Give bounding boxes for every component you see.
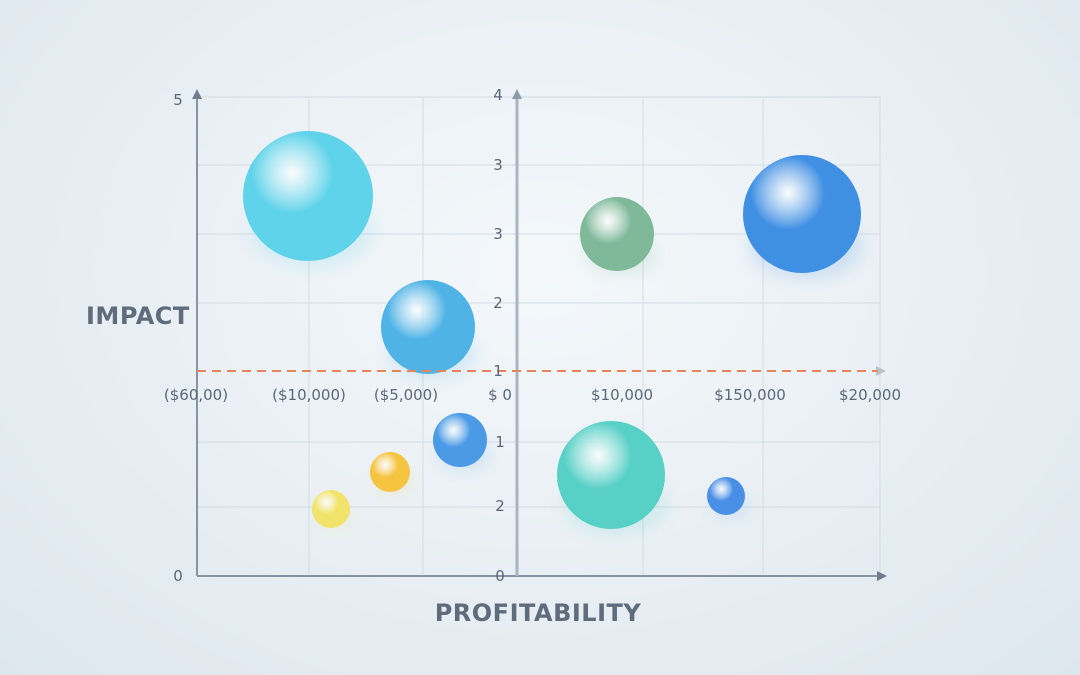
center-y-tick-label: 1 [495, 433, 505, 451]
left-y-tick-label: 5 [173, 91, 183, 109]
bubble [433, 413, 487, 467]
center-y-tick-label: 3 [493, 156, 503, 174]
left-y-tick-label: 0 [173, 567, 183, 585]
center-y-tick-label: 1 [493, 362, 503, 380]
x-tick-label: $10,000 [591, 386, 653, 404]
x-tick-label: ($5,000) [374, 386, 438, 404]
bubble [743, 155, 861, 273]
center-y-tick-label: 2 [495, 497, 505, 515]
center-y-axis-arrow-icon [512, 89, 522, 99]
x-tick-label: $150,000 [714, 386, 786, 404]
bubbles [243, 131, 863, 535]
center-y-tick-label: 3 [493, 225, 503, 243]
x-tick-label: ($60,00) [164, 386, 228, 404]
center-y-tick-label: 0 [495, 567, 505, 585]
left-y-axis-arrow-icon [192, 89, 202, 99]
x-axis-arrow-icon [877, 571, 887, 581]
axes [192, 89, 887, 581]
center-y-tick-label: 4 [493, 86, 503, 104]
center-y-tick-label: 2 [493, 294, 503, 312]
bubble [243, 131, 373, 261]
reference-line-end-arrow-icon [876, 366, 886, 376]
y-axis-title: IMPACT [86, 302, 190, 330]
x-axis-title: PROFITABILITY [435, 599, 642, 627]
bubble [381, 280, 475, 374]
x-tick-label: $20,000 [839, 386, 901, 404]
bubble [580, 197, 654, 271]
tick-labels: ($60,00) ($10,000) ($5,000) $ 0 $10,000 $150,… [164, 86, 901, 585]
bubble [370, 452, 410, 492]
x-tick-label: $ 0 [488, 386, 512, 404]
x-tick-label: ($10,000) [272, 386, 346, 404]
bubble [312, 490, 350, 528]
bubble [707, 477, 745, 515]
bubble [557, 421, 665, 529]
